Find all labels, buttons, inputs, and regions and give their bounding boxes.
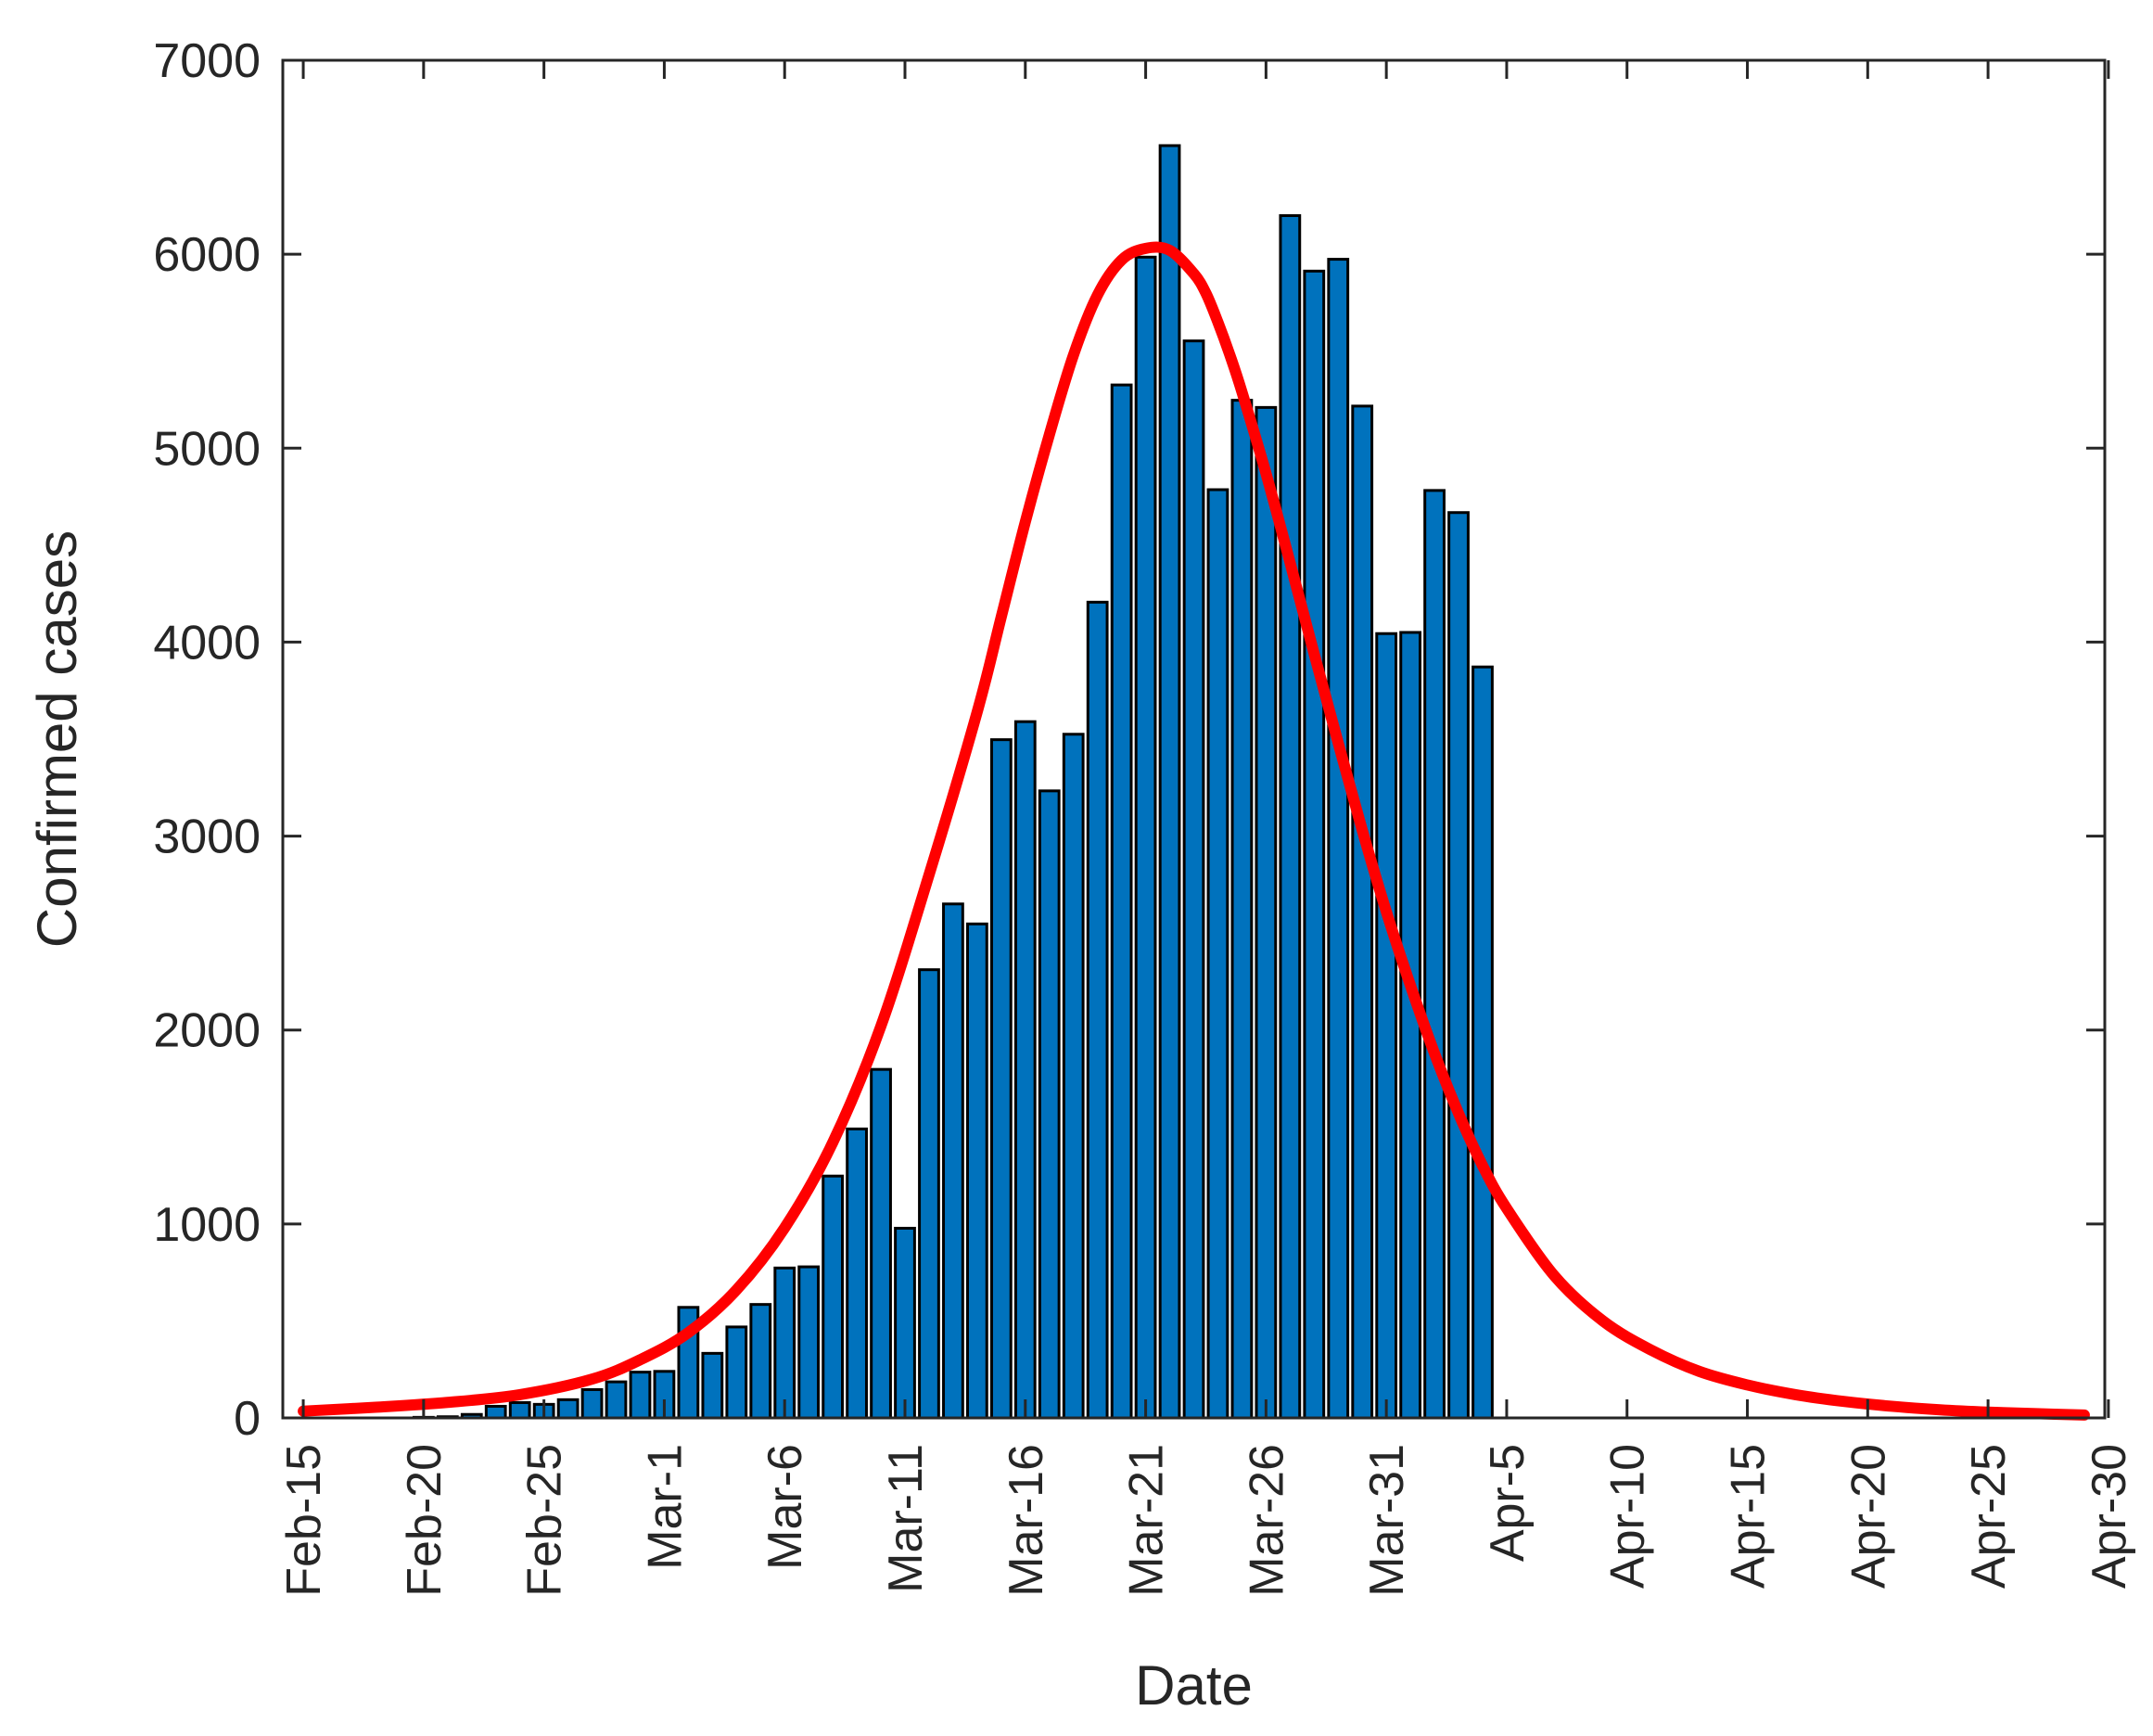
x-tick-label: Apr-15 <box>1722 1444 1776 1589</box>
bar-mark <box>508 1400 531 1420</box>
bar-mark <box>894 1226 916 1420</box>
y-axis-title: Confirmed cases <box>26 530 88 948</box>
y-tick-label: 6000 <box>153 228 261 282</box>
x-tick-label: Mar-16 <box>1000 1444 1053 1597</box>
x-tick-label: Apr-25 <box>1962 1444 2016 1589</box>
bar-mark <box>1182 339 1205 1420</box>
bar-mark <box>1351 404 1374 1420</box>
bar-mark <box>1013 720 1037 1420</box>
bar-mark <box>605 1380 628 1420</box>
bar-mark <box>1086 600 1109 1420</box>
x-tick-label: Feb-15 <box>277 1444 331 1597</box>
y-tick-label: 4000 <box>153 616 261 670</box>
axes-layer <box>281 58 2110 1420</box>
bar-mark <box>749 1303 772 1420</box>
bar-mark <box>1110 383 1133 1420</box>
bar-mark <box>1134 255 1157 1420</box>
y-tick-label: 0 <box>234 1392 261 1446</box>
bar-mark <box>966 922 988 1420</box>
bar-mark <box>1447 511 1470 1420</box>
x-tick-label: Mar-11 <box>879 1444 933 1593</box>
x-tick-label: Apr-20 <box>1841 1444 1895 1589</box>
bar-mark <box>1158 144 1181 1420</box>
x-tick-label: Mar-31 <box>1360 1444 1414 1597</box>
bar-mark <box>1062 733 1085 1420</box>
bar-mark <box>725 1325 748 1420</box>
bar-mark <box>580 1387 604 1420</box>
bar-mark <box>1423 489 1446 1420</box>
x-tick-label: Feb-25 <box>518 1444 572 1597</box>
x-axis-title: Date <box>1135 1654 1253 1717</box>
x-tick-label: Mar-1 <box>638 1444 692 1570</box>
curve-layer <box>298 241 2090 1421</box>
bar-mark <box>629 1371 652 1420</box>
x-tick-label: Feb-20 <box>398 1444 452 1597</box>
bar-mark <box>846 1127 868 1420</box>
labels-layer: 0 1000 2000 3000 4000 5000 6000 7000 Feb-15 Feb-2… <box>26 34 2136 1717</box>
bar-mark <box>1255 405 1278 1420</box>
bar-mark <box>797 1265 821 1420</box>
bar-mark <box>484 1404 507 1420</box>
bar-mark <box>989 738 1013 1420</box>
bar-mark <box>556 1398 580 1420</box>
y-tick-label: 3000 <box>153 811 261 864</box>
y-tick-label: 5000 <box>153 422 261 476</box>
bar-mark <box>1279 214 1302 1420</box>
x-tick-label: Apr-30 <box>2083 1444 2136 1589</box>
x-tick-label: Mar-6 <box>758 1444 812 1570</box>
x-tick-label: Mar-21 <box>1120 1444 1174 1597</box>
y-tick-label: 2000 <box>153 1004 261 1058</box>
axes-box <box>281 58 2107 1420</box>
bar-mark <box>1230 399 1254 1420</box>
fitted-curve-line <box>298 241 2090 1421</box>
bar-mark <box>1375 632 1398 1420</box>
bars-layer <box>412 144 1494 1420</box>
bar-mark <box>822 1174 845 1420</box>
bar-mark <box>1206 488 1229 1420</box>
x-tick-label: Apr-10 <box>1601 1444 1655 1589</box>
bar-mark <box>1303 269 1326 1420</box>
bar-mark <box>1038 789 1061 1420</box>
bar-mark <box>1471 665 1494 1420</box>
bar-mark <box>1327 258 1350 1420</box>
bar-mark <box>1399 631 1422 1420</box>
y-tick-label: 1000 <box>153 1198 261 1252</box>
bar-mark <box>773 1266 796 1420</box>
bar-mark <box>942 902 964 1420</box>
bar-mark <box>870 1067 892 1420</box>
x-tick-label: Mar-26 <box>1240 1444 1293 1597</box>
bar-mark <box>701 1351 724 1420</box>
bar-mark <box>918 968 940 1420</box>
x-tick-label: Apr-5 <box>1481 1444 1535 1562</box>
y-tick-label: 7000 <box>153 34 261 88</box>
